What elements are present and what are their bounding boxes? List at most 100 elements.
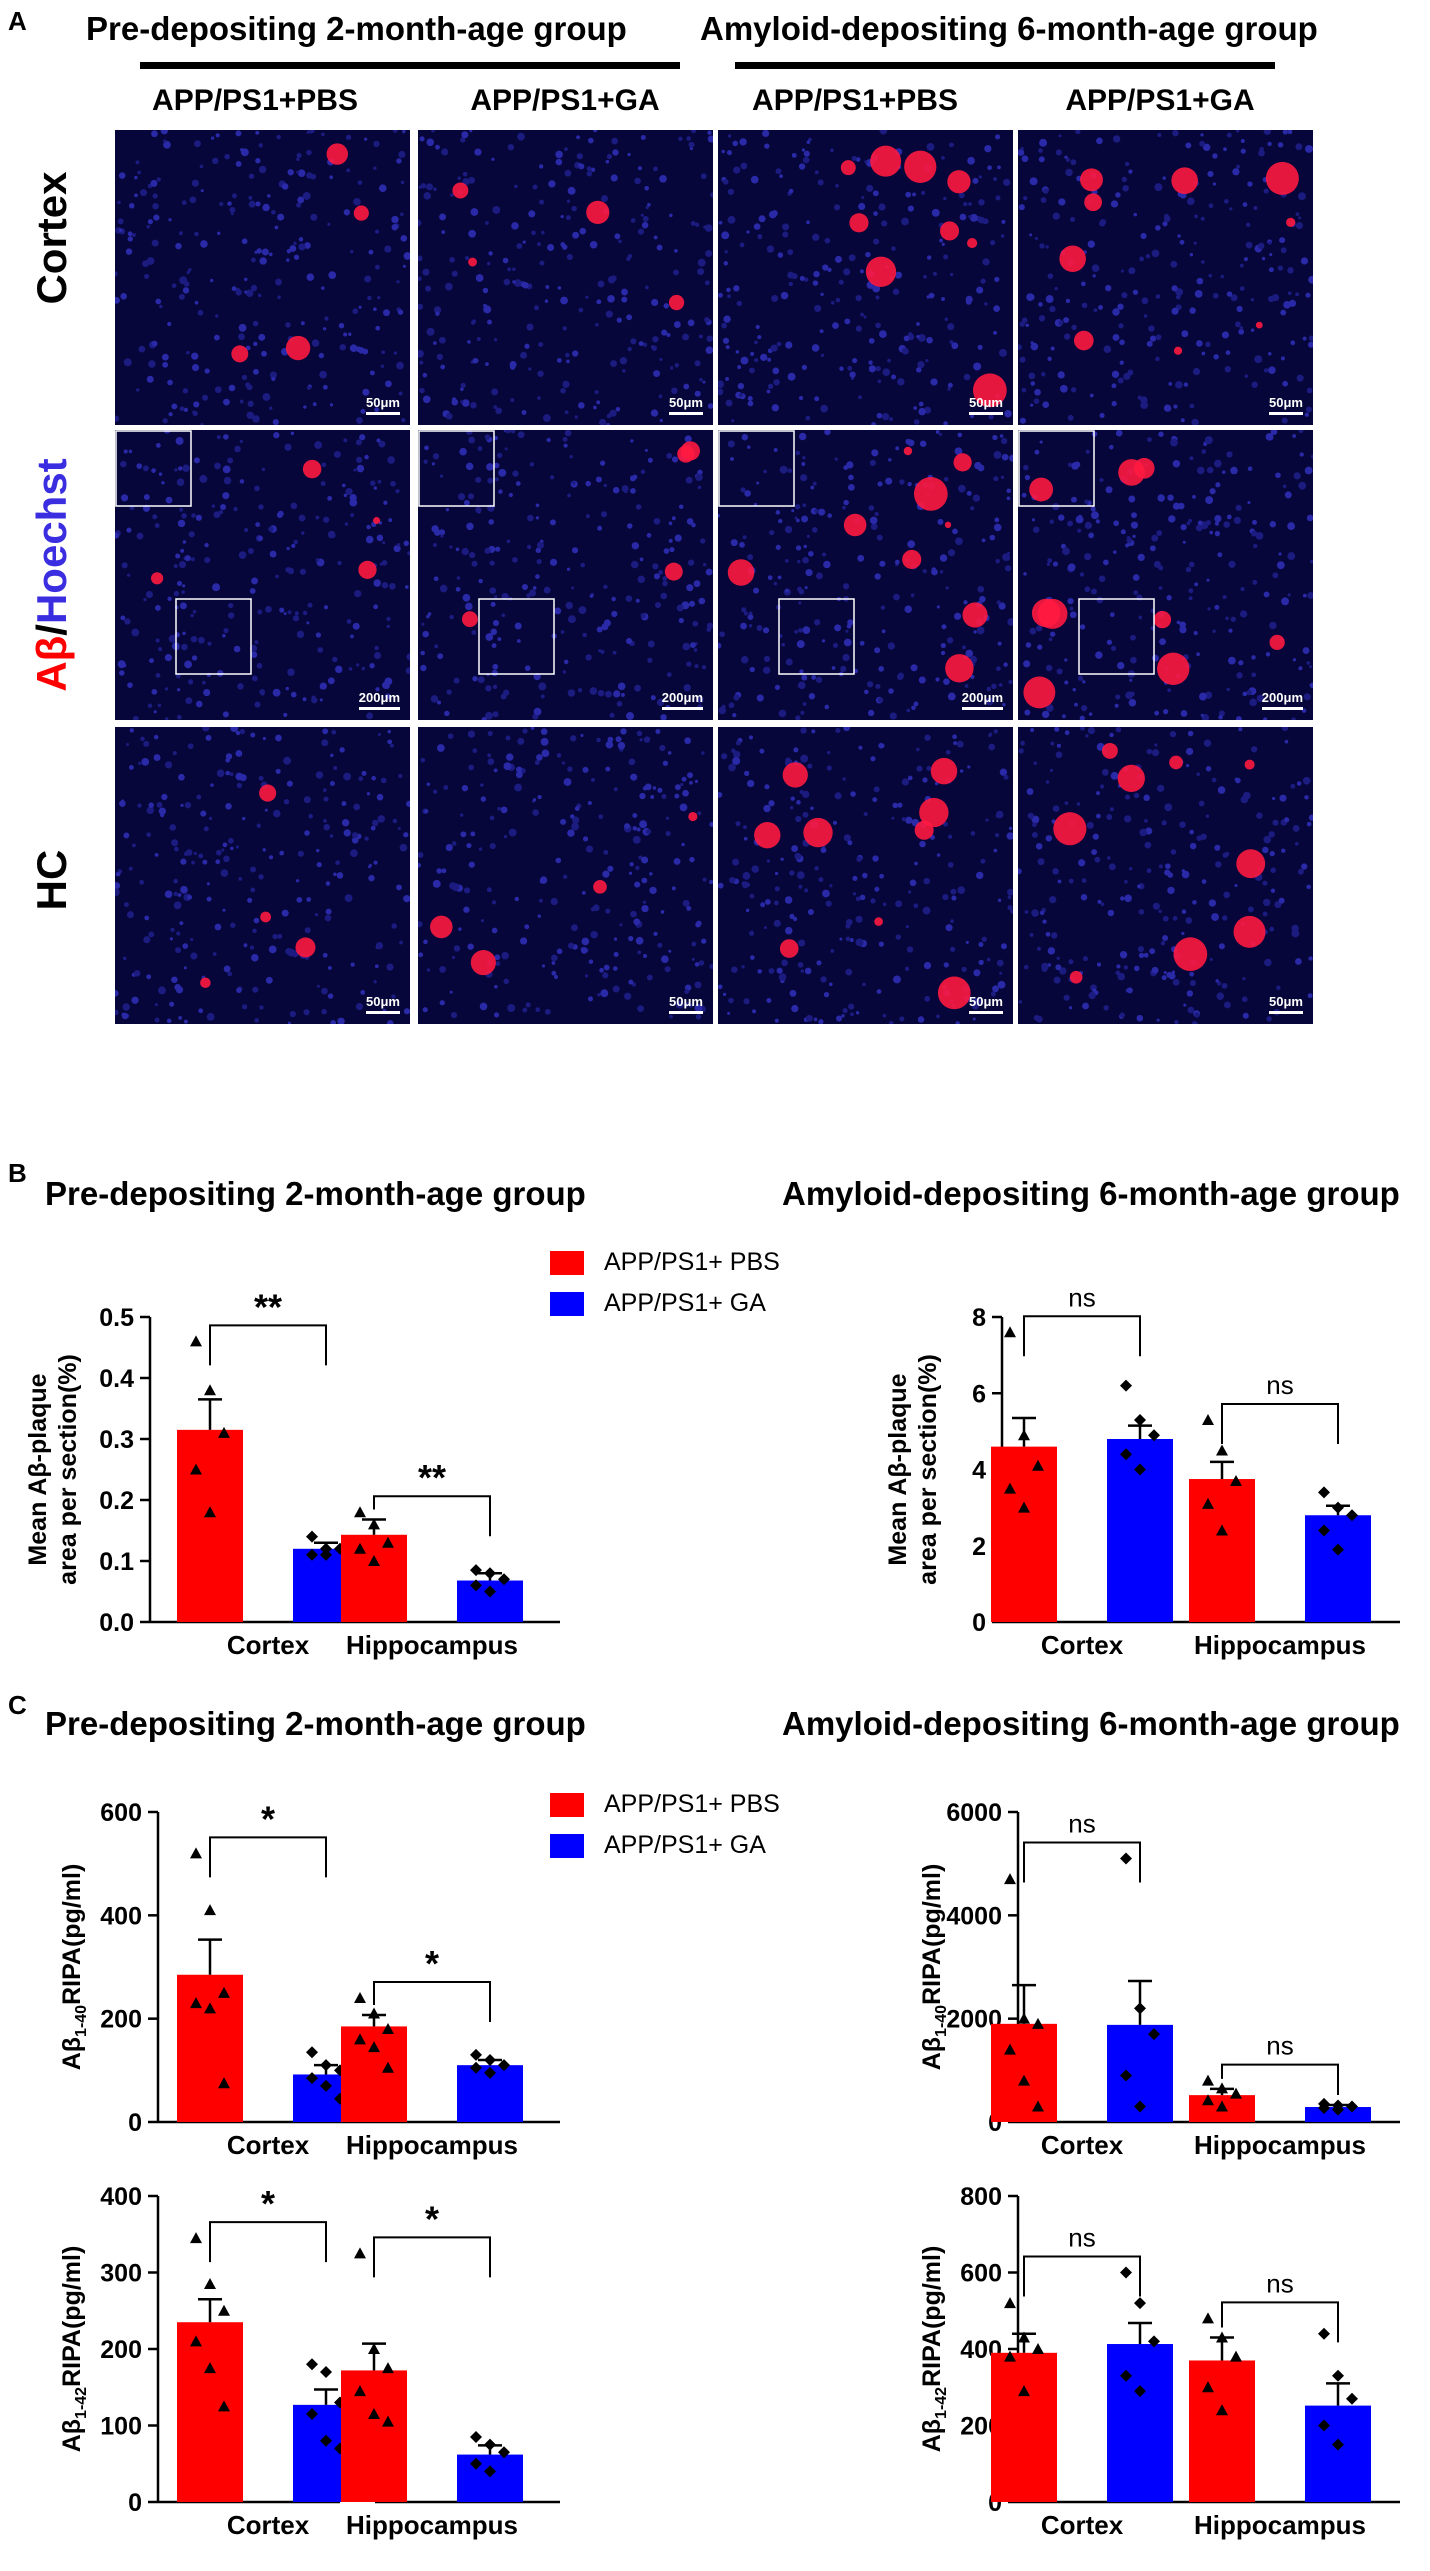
nucleus-dot xyxy=(1141,297,1149,305)
nucleus-dot xyxy=(640,612,646,619)
nucleus-dot xyxy=(742,535,747,540)
nucleus-dot xyxy=(1137,945,1145,953)
nucleus-dot xyxy=(1207,170,1214,178)
nucleus-dot xyxy=(1112,333,1120,341)
nucleus-dot xyxy=(238,551,247,559)
nucleus-dot xyxy=(134,175,138,180)
data-point xyxy=(354,2033,366,2045)
nucleus-dot xyxy=(896,673,904,681)
nucleus-dot xyxy=(767,383,774,390)
nucleus-dot xyxy=(152,193,158,199)
nucleus-dot xyxy=(907,205,914,212)
nucleus-dot xyxy=(272,933,278,940)
nucleus-dot xyxy=(175,436,184,445)
nucleus-dot xyxy=(1117,377,1124,384)
nucleus-dot xyxy=(195,514,202,521)
nucleus-dot xyxy=(635,936,644,945)
data-point xyxy=(1018,1501,1030,1513)
nucleus-dot xyxy=(649,886,657,895)
nucleus-dot xyxy=(797,559,801,564)
nucleus-dot xyxy=(789,805,794,810)
group-title-amyloid: Amyloid-depositing 6-month-age group xyxy=(700,10,1318,47)
nucleus-dot xyxy=(618,239,622,244)
nucleus-dot xyxy=(889,417,893,422)
nucleus-dot xyxy=(882,902,887,907)
nucleus-dot xyxy=(211,504,216,508)
nucleus-dot xyxy=(740,487,746,493)
data-point xyxy=(1032,1459,1044,1471)
nucleus-dot xyxy=(1018,748,1024,754)
nucleus-dot xyxy=(1109,444,1114,450)
nucleus-dot xyxy=(823,560,831,569)
nucleus-dot xyxy=(316,984,320,988)
nucleus-dot xyxy=(1218,943,1225,950)
plaque-dot xyxy=(962,602,988,628)
nucleus-dot xyxy=(571,924,578,932)
nucleus-dot xyxy=(1139,828,1148,837)
nucleus-dot xyxy=(470,208,479,216)
nucleus-dot xyxy=(383,309,390,317)
nucleus-dot xyxy=(374,229,380,234)
nucleus-dot xyxy=(1168,972,1176,980)
nucleus-dot xyxy=(645,205,649,210)
nucleus-dot xyxy=(1093,308,1098,313)
nucleus-dot xyxy=(810,806,814,811)
nucleus-dot xyxy=(471,560,478,567)
nucleus-dot xyxy=(1200,260,1205,264)
nucleus-dot xyxy=(431,462,435,466)
nucleus-dot xyxy=(205,734,212,741)
nucleus-dot xyxy=(947,382,953,388)
bar xyxy=(1107,2344,1173,2502)
data-point xyxy=(1120,1379,1132,1392)
nucleus-dot xyxy=(778,709,787,718)
nucleus-dot xyxy=(128,449,133,454)
nucleus-dot xyxy=(364,836,369,841)
nucleus-dot xyxy=(749,367,755,374)
nucleus-dot xyxy=(1149,545,1156,552)
nucleus-dot xyxy=(705,346,713,354)
nucleus-dot xyxy=(426,782,431,787)
nucleus-dot xyxy=(585,654,592,661)
nucleus-dot xyxy=(436,868,442,874)
nucleus-dot xyxy=(635,504,642,510)
data-point xyxy=(306,1548,318,1561)
nucleus-dot xyxy=(472,748,478,754)
nucleus-dot xyxy=(1004,565,1012,572)
nucleus-dot xyxy=(1307,591,1313,599)
nucleus-dot xyxy=(872,797,878,803)
data-point xyxy=(218,2077,230,2089)
nucleus-dot xyxy=(581,937,590,946)
nucleus-dot xyxy=(143,494,150,501)
nucleus-dot xyxy=(674,249,678,253)
nucleus-dot xyxy=(943,254,949,260)
nucleus-dot xyxy=(1106,814,1113,820)
bar xyxy=(177,1974,243,2122)
nucleus-dot xyxy=(1045,780,1050,784)
nucleus-dot xyxy=(1197,520,1203,526)
nucleus-dot xyxy=(348,667,353,671)
nucleus-dot xyxy=(138,761,142,765)
nucleus-dot xyxy=(1308,956,1313,961)
nucleus-dot xyxy=(1287,130,1293,135)
nucleus-dot xyxy=(188,531,195,538)
nucleus-dot xyxy=(537,914,542,918)
nucleus-dot xyxy=(1226,132,1232,138)
data-point xyxy=(1216,1524,1228,1536)
nucleus-dot xyxy=(431,525,439,533)
nucleus-dot xyxy=(244,527,249,533)
plaque-dot xyxy=(843,513,867,537)
nucleus-dot xyxy=(1075,130,1081,135)
nucleus-dot xyxy=(1213,293,1219,299)
nucleus-dot xyxy=(1302,336,1307,341)
nucleus-dot xyxy=(895,271,902,279)
nucleus-dot xyxy=(1250,328,1255,332)
nucleus-dot xyxy=(1063,333,1071,340)
plaque-dot xyxy=(849,213,869,233)
nucleus-dot xyxy=(623,992,632,1000)
nucleus-dot xyxy=(1081,302,1088,309)
nucleus-dot xyxy=(258,874,264,880)
nucleus-dot xyxy=(440,534,444,538)
nucleus-dot xyxy=(418,349,424,358)
nucleus-dot xyxy=(256,662,263,669)
nucleus-dot xyxy=(1188,518,1192,523)
